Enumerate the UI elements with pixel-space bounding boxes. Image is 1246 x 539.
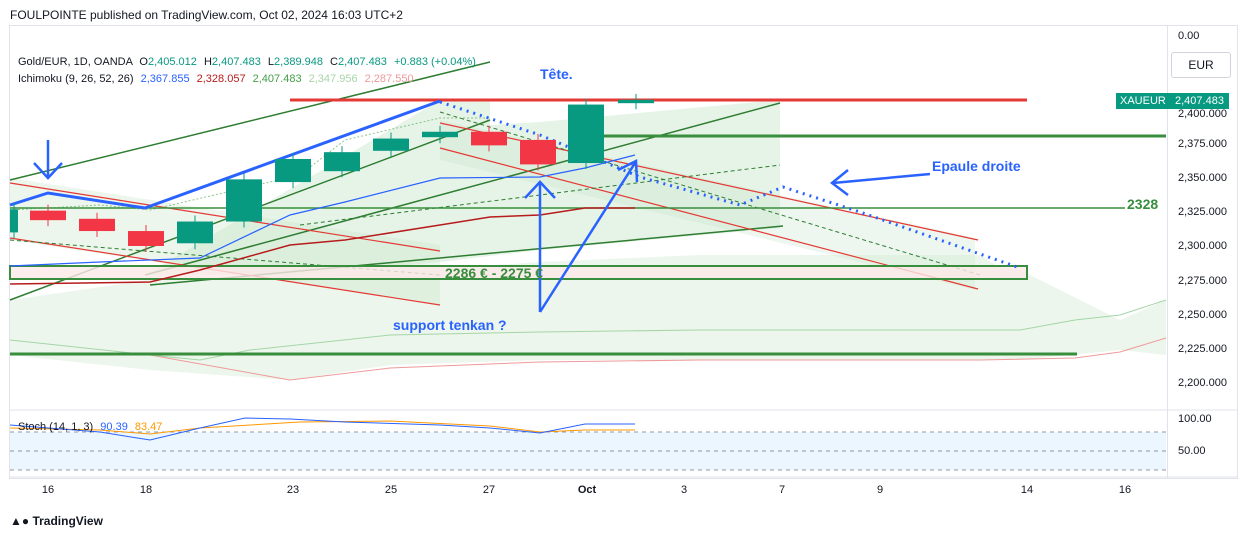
arrow-epaule [829,169,931,196]
price-label: 2,200.000 [1178,377,1227,389]
time-label: 23 [286,484,300,496]
annotation-epaule-droite[interactable]: Epaule droite [932,158,1021,174]
tv-brand-text: TradingView [32,514,103,528]
time-label: 16 [1118,484,1132,496]
high-value: 2,407.483 [211,56,261,68]
price-label: 2,400.000 [1178,108,1227,120]
channel-mid [144,102,781,276]
support-zone-box [9,265,1028,280]
ichimoku-tenkan-value: 2,367.855 [140,73,190,85]
low-label: L [267,56,275,68]
stoch-legend[interactable]: Stoch (14, 1, 3) 90.39 83.47 [18,421,162,433]
annotation-2328[interactable]: 2328 [1127,196,1159,212]
ichimoku-chikou-value: 2,407.483 [252,73,302,85]
price-label: 2,325.000 [1178,206,1227,218]
time-label: 9 [876,484,884,496]
kijun-line [9,207,635,285]
dashed-line-2 [439,111,981,276]
symbol-name: Gold/EUR, 1D, OANDA [18,56,133,68]
candle-body[interactable] [30,210,66,221]
tradingview-logo[interactable]: ▲● TradingView [10,514,103,528]
price-axis[interactable] [1167,25,1238,479]
ichimoku-name: Ichimoku (9, 26, 52, 26) [18,73,134,85]
candle-body[interactable] [79,218,115,232]
down-arrow-left [33,140,63,180]
stoch-axis-label: 50.00 [1178,445,1206,457]
ichimoku-legend[interactable]: Ichimoku (9, 26, 52, 26) 2,367.855 2,328… [18,73,414,85]
currency-button[interactable]: EUR [1171,52,1231,78]
tv-logo-icon: ▲● [10,514,30,528]
candle-body[interactable] [373,138,409,151]
projection-dotted [439,100,1021,270]
change-value: +0.883 (+0.04%) [393,56,476,68]
ichimoku-kijun-value: 2,328.057 [196,73,246,85]
stoch-d-value: 83.47 [134,421,163,433]
tenkan-line [9,154,636,267]
candle-body[interactable] [568,104,604,164]
candle-body[interactable] [422,131,458,138]
price-label: 2,250.000 [1178,309,1227,321]
stoch-k-line [9,417,635,441]
time-label: 27 [482,484,496,496]
stoch-axis-label: 100.00 [1178,413,1212,425]
annotation-support-tenkan[interactable]: support tenkan ? [393,317,507,333]
candle-body[interactable] [275,158,311,183]
stoch-k-value: 90.39 [100,421,128,433]
senkou-a-line [9,299,1167,361]
price-label: 0.00 [1178,30,1200,42]
chart-pane[interactable] [9,25,1168,479]
price-label: 2,350.000 [1178,172,1227,184]
ichimoku-senkou-a-value: 2,347.956 [308,73,358,85]
time-label: 18 [139,484,153,496]
candle-body[interactable] [128,231,164,246]
time-label: 3 [680,484,688,496]
time-label: Oct [577,484,597,496]
annotation-tete[interactable]: Tête. [540,66,573,82]
symbol-legend[interactable]: Gold/EUR, 1D, OANDA O2,405.012 H2,407.48… [18,56,476,68]
channel-upper [9,61,491,181]
time-label: 16 [41,484,55,496]
chikou-line [9,117,490,211]
price-label: 2,275.000 [1178,275,1227,287]
candles [10,93,654,252]
price-label: 2,375.000 [1178,138,1227,150]
time-label: 25 [384,484,398,496]
open-value: 2,405.012 [147,56,197,68]
last-price-tag: 2,407.483 [1170,93,1229,109]
stoch-name: Stoch (14, 1, 3) [18,421,94,433]
time-label: 7 [778,484,786,496]
open-label: O [139,56,148,68]
price-label: 2,300.000 [1178,240,1227,252]
low-value: 2,389.948 [274,56,323,68]
candle-body[interactable] [324,152,360,172]
close-label: C [330,56,338,68]
price-label: 2,225.000 [1178,343,1227,355]
candle-body[interactable] [10,209,18,233]
candle-body[interactable] [520,139,556,165]
annotation-zone[interactable]: 2286 € - 2275 € [445,265,544,281]
time-label: 14 [1020,484,1034,496]
ichimoku-cloud [10,255,1166,380]
symbol-tag: XAUEUR [1116,93,1170,109]
up-arrow-support [524,159,639,313]
candle-body[interactable] [471,131,507,146]
red-channel-upper [9,182,441,252]
publisher-header: FOULPOINTE published on TradingView.com,… [10,8,403,22]
senkou-b-line [10,337,1167,381]
candle-body[interactable] [618,99,654,104]
high-label: H [203,56,212,68]
close-value: 2,407.483 [337,56,387,68]
candle-body[interactable] [226,179,262,222]
ichimoku-senkou-b-value: 2,287.550 [364,73,414,85]
candle-body[interactable] [177,221,213,244]
